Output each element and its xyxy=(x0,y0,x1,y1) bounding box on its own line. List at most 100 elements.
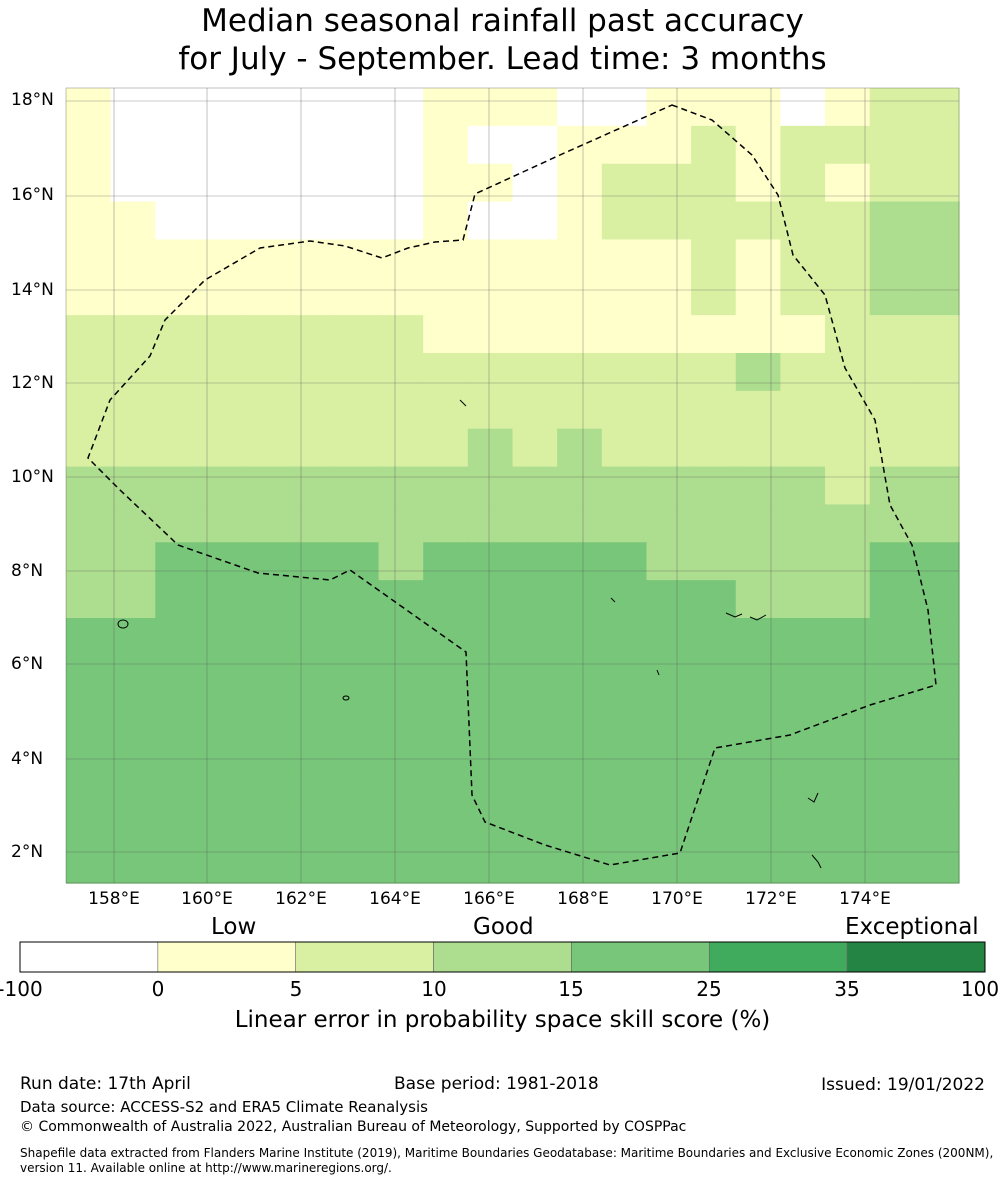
skill-cell xyxy=(333,125,380,165)
skill-cell xyxy=(780,504,826,543)
skill-cell xyxy=(110,580,156,619)
skill-cell xyxy=(155,466,201,506)
skill-cell xyxy=(199,807,246,846)
skill-cell xyxy=(512,807,558,846)
skill-cell xyxy=(110,353,156,392)
skill-cell xyxy=(780,428,826,468)
skill-cell xyxy=(66,504,112,543)
skill-cell xyxy=(914,315,960,354)
skill-cell xyxy=(646,277,692,316)
skill-cell xyxy=(244,769,290,808)
data-source: Data source: ACCESS-S2 and ERA5 Climate … xyxy=(20,1098,428,1116)
skill-cell xyxy=(66,163,112,203)
skill-cell xyxy=(66,580,112,619)
skill-cell xyxy=(780,315,826,354)
colorbar-label-exceptional: Exceptional xyxy=(845,914,979,940)
skill-cell xyxy=(467,201,514,241)
skill-cell xyxy=(467,428,514,468)
skill-cell xyxy=(735,845,781,884)
skill-cell xyxy=(780,542,826,581)
colorbar-label-low: Low xyxy=(211,914,257,940)
skill-cell xyxy=(512,693,558,733)
skill-cell xyxy=(646,466,692,506)
skill-cell xyxy=(914,845,960,884)
skill-cell xyxy=(333,655,380,695)
skill-cell xyxy=(869,655,915,695)
skill-cell xyxy=(110,542,156,581)
skill-cell xyxy=(512,542,558,581)
skill-cell xyxy=(557,807,603,846)
skill-cell xyxy=(557,428,603,468)
title-line-2: for July - September. Lead time: 3 month… xyxy=(178,41,827,77)
skill-cell xyxy=(467,466,514,506)
skill-cell xyxy=(467,845,514,884)
skill-cell xyxy=(155,655,201,695)
skill-cell xyxy=(512,277,558,316)
skill-cell xyxy=(691,428,737,468)
colorbar-tick: 35 xyxy=(834,977,860,1001)
skill-cell xyxy=(289,807,335,846)
skill-cell xyxy=(825,88,871,127)
skill-cell xyxy=(244,466,290,506)
skill-cell xyxy=(914,769,960,808)
skill-cell xyxy=(289,428,335,468)
skill-cell xyxy=(869,580,915,619)
skill-cell xyxy=(691,390,737,430)
skill-cell xyxy=(333,504,380,543)
skill-cell xyxy=(691,618,737,657)
lat-tick-label: 2°N xyxy=(11,842,44,862)
skill-cell xyxy=(869,353,915,392)
base-period: Base period: 1981-2018 xyxy=(394,1074,599,1094)
skill-cell xyxy=(289,125,335,165)
skill-cell xyxy=(110,125,156,165)
skill-cell xyxy=(557,125,603,165)
skill-cell xyxy=(199,315,246,354)
skill-cell xyxy=(869,163,915,203)
lat-tick-label: 4°N xyxy=(11,749,44,769)
skill-cell xyxy=(914,125,960,165)
skill-cell xyxy=(199,580,246,619)
skill-cell xyxy=(423,693,469,733)
skill-cell xyxy=(467,580,514,619)
skill-cell xyxy=(646,618,692,657)
skill-cell xyxy=(423,390,469,430)
skill-cell xyxy=(512,353,558,392)
skill-cell xyxy=(66,845,112,884)
skill-cell xyxy=(333,693,380,733)
skill-cell xyxy=(110,466,156,506)
skill-cell xyxy=(825,125,871,165)
skill-cell xyxy=(512,163,558,203)
skill-cell xyxy=(869,618,915,657)
skill-cell xyxy=(110,163,156,203)
skill-cell xyxy=(691,277,737,316)
skill-cell xyxy=(691,542,737,581)
skill-cell xyxy=(869,125,915,165)
skill-cell xyxy=(333,466,380,506)
island-outlines xyxy=(117,399,822,869)
skill-cell xyxy=(289,769,335,808)
skill-cell xyxy=(646,504,692,543)
skill-cell xyxy=(646,731,692,771)
skill-cell xyxy=(333,845,380,884)
skill-cell xyxy=(869,466,915,506)
skill-cell xyxy=(378,201,424,241)
skill-cell xyxy=(780,845,826,884)
colorbar-swatch xyxy=(708,941,848,973)
skill-cell xyxy=(423,466,469,506)
skill-cell xyxy=(199,353,246,392)
skill-cell xyxy=(333,769,380,808)
skill-cell xyxy=(66,277,112,316)
colorbar-swatches xyxy=(19,941,986,973)
skill-cell xyxy=(780,807,826,846)
skill-cell xyxy=(735,239,781,278)
skill-cell xyxy=(780,580,826,619)
skill-cell xyxy=(155,353,201,392)
skill-cell xyxy=(780,125,826,165)
lon-tick-label: 162°E xyxy=(275,889,327,909)
skill-cell xyxy=(825,390,871,430)
skill-cell xyxy=(869,693,915,733)
skill-cell xyxy=(825,731,871,771)
skill-cell xyxy=(512,125,558,165)
skill-cell xyxy=(735,125,781,165)
skill-cell xyxy=(244,277,290,316)
